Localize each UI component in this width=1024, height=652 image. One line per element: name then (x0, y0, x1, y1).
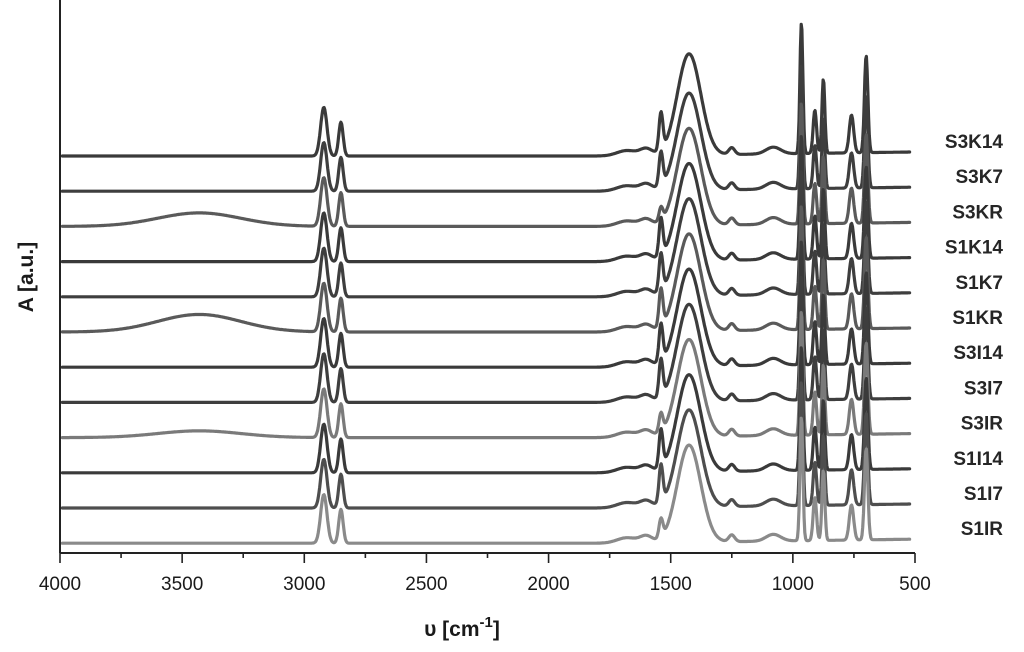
trace-s1i14 (60, 346, 912, 475)
y-axis-title: A [a.u.] (15, 242, 38, 312)
series-label-s3k14: S3K14 (945, 132, 1004, 153)
trace-s3kr (60, 102, 912, 228)
trace-s1kr (60, 205, 912, 334)
series-label-s3i7: S3I7 (964, 378, 1003, 399)
trace-s3k14 (60, 22, 912, 158)
trace-s1k14 (60, 135, 912, 264)
x-tick-label-3000: 3000 (283, 574, 325, 595)
series-label-s1i14: S1I14 (953, 449, 1003, 470)
series-label-s3k7: S3K7 (955, 167, 1003, 188)
x-axis-title: υ [cm-1] (424, 614, 500, 641)
series-labels: S3K14 S3K7 S3KR S1K14 S1K7 S1KR S3I14 S3I7 S3IR S… (945, 132, 1004, 540)
series-label-s1k14: S1K14 (945, 238, 1004, 259)
series-label-s1i7: S1I7 (964, 484, 1003, 505)
trace-s3i14 (60, 240, 912, 369)
x-tick-label-500: 500 (899, 574, 931, 595)
trace-s1k7 (60, 170, 912, 299)
trace-s3i7 (60, 275, 912, 404)
x-tick-label-1500: 1500 (650, 574, 692, 595)
x-axis-title-suffix: ] (493, 618, 500, 641)
series-label-s3kr: S3KR (952, 202, 1003, 223)
trace-s1ir (60, 416, 912, 545)
series-label-s1kr: S1KR (952, 308, 1003, 329)
series-label-s3i14: S3I14 (953, 343, 1003, 364)
x-tick-label-3500: 3500 (161, 574, 203, 595)
trace-s3ir (60, 311, 912, 440)
x-axis-title-sup: -1 (480, 614, 493, 631)
trace-s3k7 (60, 64, 912, 193)
spectra-traces (60, 22, 912, 545)
x-tick-label-4000: 4000 (39, 574, 81, 595)
x-tick-label-1000: 1000 (772, 574, 814, 595)
series-label-s1k7: S1K7 (955, 273, 1003, 294)
series-label-s3ir: S3IR (961, 414, 1004, 435)
trace-s1i7 (60, 381, 912, 510)
x-ticks: 4000 3500 3000 2500 2000 1500 1000 500 (39, 553, 931, 595)
x-axis-title-main: υ [cm (424, 618, 479, 641)
series-label-s1ir: S1IR (961, 519, 1004, 540)
x-tick-label-2500: 2500 (405, 574, 447, 595)
x-tick-label-2000: 2000 (527, 574, 569, 595)
